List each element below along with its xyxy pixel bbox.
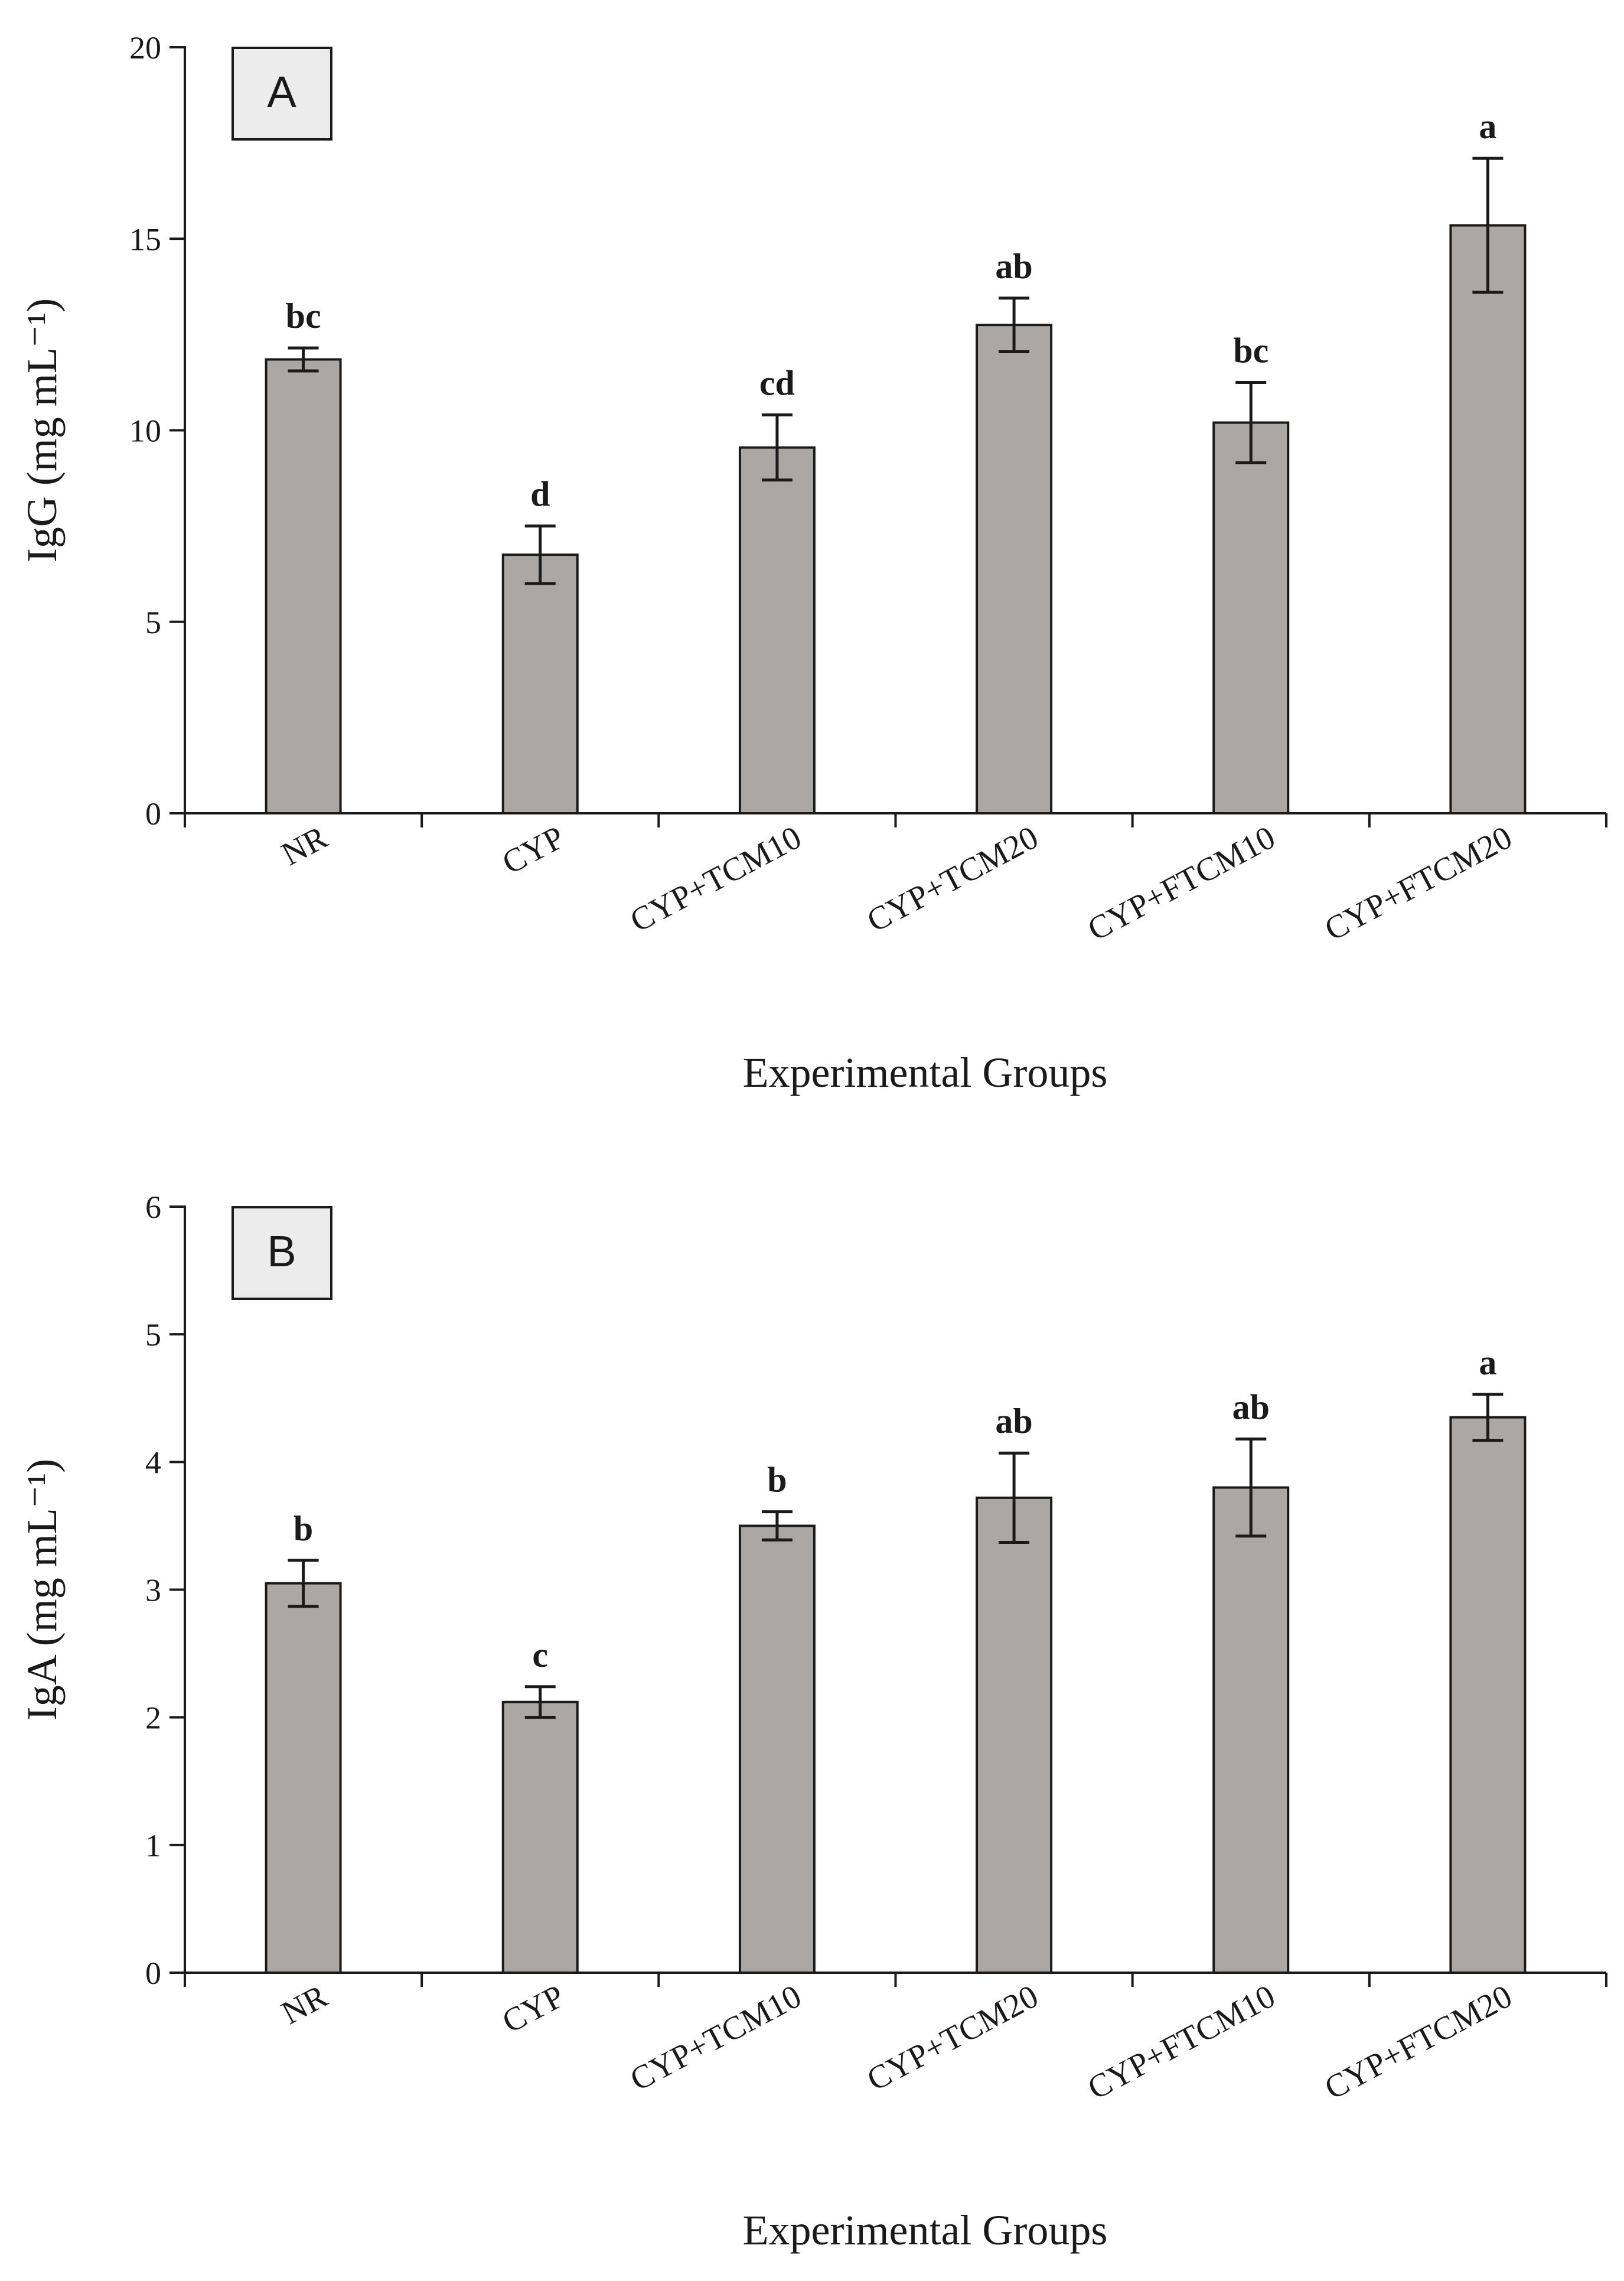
x-tick-label: CYP+FTCM10 <box>1082 1978 1281 2107</box>
bar <box>976 1496 1053 1974</box>
bar <box>1449 224 1527 814</box>
y-tick-label: 5 <box>145 605 161 640</box>
y-tick-label: 6 <box>145 1190 161 1225</box>
bar <box>738 446 816 814</box>
x-tick-label: CYP+FTCM10 <box>1082 819 1281 949</box>
significance-label: c <box>532 1635 548 1674</box>
y-tick-label: 10 <box>129 413 161 449</box>
chart-panel-a: Abc d cd ab bc a 0 5 10 15 20 NR CYP CYP+TCM10 CYP+TCM… <box>18 30 1607 1096</box>
y-tick-label: 1 <box>145 1828 161 1863</box>
y-tick-label: 5 <box>145 1317 161 1353</box>
significance-label: bc <box>1233 331 1268 370</box>
chart-panel-b: Bb c b ab ab a 0 1 2 3 4 5 6 NR CYP CYP+TCM10 CYP+TCM20 C… <box>18 1190 1607 2254</box>
x-tick-label: NR <box>276 1977 334 2032</box>
y-tick-label: 15 <box>129 221 161 257</box>
x-tick-label: CYP+TCM10 <box>624 819 807 940</box>
significance-label: b <box>767 1461 787 1500</box>
y-tick-label: 20 <box>129 30 161 66</box>
panel-label: A <box>267 67 296 116</box>
y-axis-title: IgG (mg mL⁻¹) <box>18 298 66 563</box>
y-axis-title: IgA (mg mL⁻¹) <box>18 1459 66 1721</box>
bar <box>265 358 342 814</box>
significance-label: ab <box>1232 1387 1270 1426</box>
significance-label: a <box>1479 107 1496 146</box>
bar <box>501 1700 579 1974</box>
significance-label: a <box>1479 1343 1496 1382</box>
y-tick-label: 4 <box>145 1445 161 1480</box>
bar <box>738 1524 816 1974</box>
x-tick-label: CYP+FTCM20 <box>1319 1978 1518 2107</box>
x-tick-label: CYP <box>497 819 570 882</box>
x-tick-label: CYP+TCM10 <box>624 1978 807 2098</box>
x-axis-title: Experimental Groups <box>743 2207 1108 2254</box>
panel-label-box <box>231 47 332 141</box>
significance-label: d <box>530 475 550 514</box>
bar <box>501 553 579 814</box>
panel-label-box <box>231 1206 332 1300</box>
x-axis-title: Experimental Groups <box>743 1049 1108 1096</box>
y-tick-label: 0 <box>145 796 161 832</box>
x-tick-label: CYP+FTCM20 <box>1319 819 1518 949</box>
y-tick-label: 0 <box>145 1956 161 1991</box>
x-tick-label: NR <box>276 819 334 873</box>
x-tick-label: CYP <box>497 1978 570 2041</box>
significance-label: cd <box>759 364 795 403</box>
significance-label: bc <box>286 296 321 335</box>
x-tick-label: CYP+TCM20 <box>861 1978 1044 2098</box>
significance-label: ab <box>995 1402 1032 1441</box>
y-tick-label: 3 <box>145 1573 161 1608</box>
bar <box>1449 1416 1527 1974</box>
y-tick-label: 2 <box>145 1700 161 1736</box>
significance-label: b <box>294 1509 313 1548</box>
panel-label: B <box>267 1227 296 1276</box>
bar <box>1212 421 1290 814</box>
bar <box>1212 1486 1290 1974</box>
bar <box>976 324 1053 814</box>
bar <box>265 1582 342 1974</box>
significance-label: ab <box>995 247 1032 286</box>
x-tick-label: CYP+TCM20 <box>861 819 1044 940</box>
